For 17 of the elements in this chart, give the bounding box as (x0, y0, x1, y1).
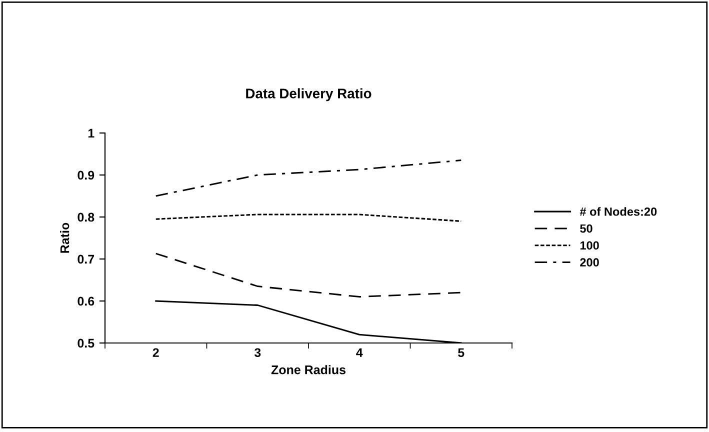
y-tick-label: 0.6 (78, 296, 94, 306)
y-tick-label: 0.8 (78, 212, 94, 222)
legend-label: # of Nodes:20 (580, 207, 657, 216)
x-axis-title: Zone Radius (271, 365, 346, 374)
x-tick-label: 3 (254, 348, 261, 358)
y-axis-title: Ratio (60, 222, 70, 253)
x-tick-label: 5 (458, 348, 464, 358)
x-tick-label: 2 (152, 348, 159, 357)
legend-label: 200 (580, 258, 599, 267)
chart-title: Data Delivery Ratio (246, 88, 372, 102)
y-tick-label: 0.5 (78, 338, 94, 348)
legend-label: 50 (580, 224, 592, 233)
y-tick-label: 0.7 (78, 254, 94, 264)
y-tick-label: 0.9 (78, 170, 94, 180)
y-tick-label: 1 (88, 128, 94, 138)
legend-label: 100 (580, 241, 599, 250)
x-tick-label: 4 (356, 348, 363, 357)
